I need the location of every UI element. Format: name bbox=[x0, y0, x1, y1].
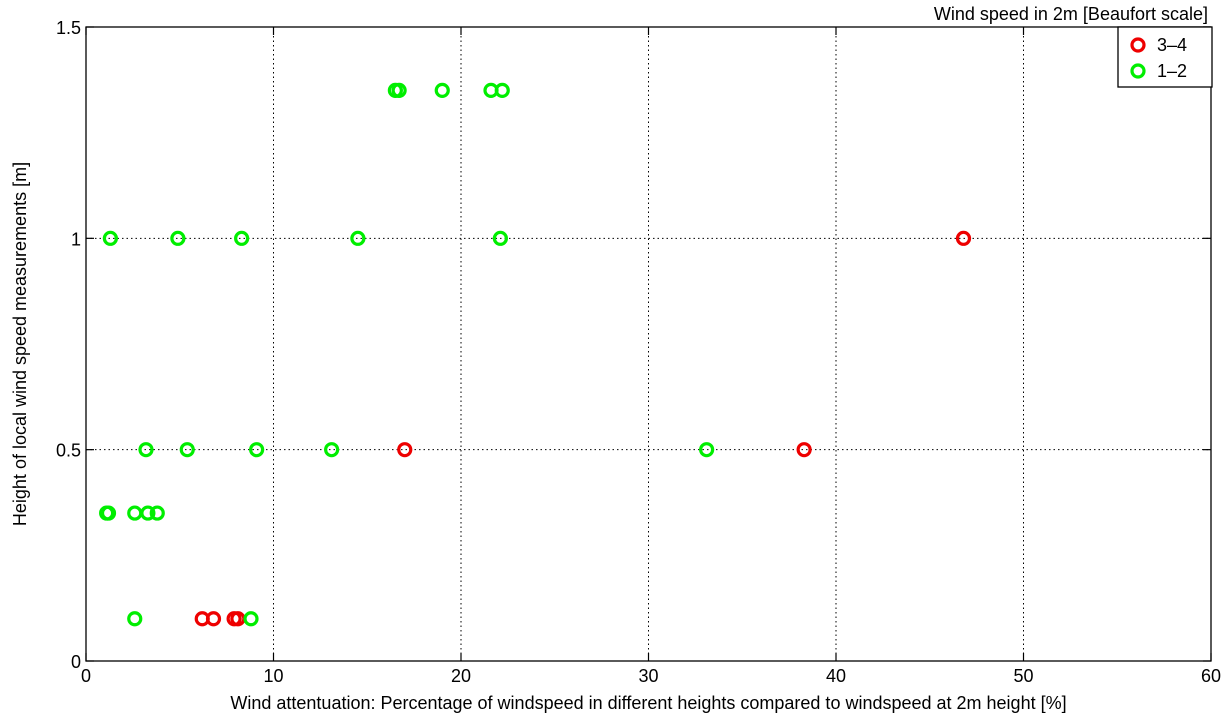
scatter-point bbox=[149, 505, 165, 521]
scatter-point bbox=[796, 442, 812, 458]
x-tick-label: 40 bbox=[826, 666, 846, 686]
legend: 3–41–2 bbox=[1117, 26, 1213, 88]
y-tick-label: 1 bbox=[71, 229, 81, 249]
data-points bbox=[99, 82, 972, 627]
y-axis-label: Height of local wind speed measurements … bbox=[10, 162, 30, 526]
scatter-point bbox=[955, 230, 972, 246]
legend-title: Wind speed in 2m [Beaufort scale] bbox=[934, 4, 1208, 24]
scatter-point bbox=[249, 442, 265, 458]
scatter-point bbox=[100, 505, 117, 521]
x-axis-label: Wind attentuation: Percentage of windspe… bbox=[230, 693, 1066, 713]
scatter-point bbox=[243, 611, 259, 627]
scatter-point bbox=[492, 230, 508, 246]
scatter-point bbox=[140, 505, 156, 521]
scatter-point bbox=[494, 82, 510, 99]
scatter-point bbox=[205, 611, 222, 627]
x-tick-label: 10 bbox=[263, 666, 283, 686]
x-tick-label: 30 bbox=[638, 666, 658, 686]
legend-entry-label: 3–4 bbox=[1157, 35, 1187, 55]
scatter-point bbox=[434, 82, 450, 99]
legend-entry-label: 1–2 bbox=[1157, 61, 1187, 81]
scatter-point bbox=[324, 442, 340, 458]
scatter-point bbox=[234, 230, 250, 246]
legend-marker bbox=[1130, 37, 1146, 53]
scatter-point bbox=[102, 230, 118, 246]
scatter-point bbox=[170, 230, 186, 246]
x-tick-label: 20 bbox=[451, 666, 471, 686]
y-tick-label: 1.5 bbox=[56, 18, 81, 38]
scatter-point bbox=[350, 230, 366, 246]
scatter-point bbox=[699, 442, 715, 458]
scatter-point bbox=[391, 82, 407, 99]
x-tick-label: 0 bbox=[81, 666, 91, 686]
scatter-point bbox=[138, 442, 154, 458]
scatter-point bbox=[397, 442, 413, 458]
scatter-point bbox=[127, 611, 143, 627]
scatter-point bbox=[179, 442, 195, 458]
legend-marker bbox=[1130, 63, 1146, 79]
x-tick-label: 50 bbox=[1013, 666, 1033, 686]
y-tick-label: 0 bbox=[71, 652, 81, 672]
y-tick-label: 0.5 bbox=[56, 441, 81, 461]
x-tick-label: 60 bbox=[1201, 666, 1221, 686]
axis-ticks: 0 10 20 30 40 50 60 0 0.5 1 1.5 bbox=[56, 18, 1221, 686]
